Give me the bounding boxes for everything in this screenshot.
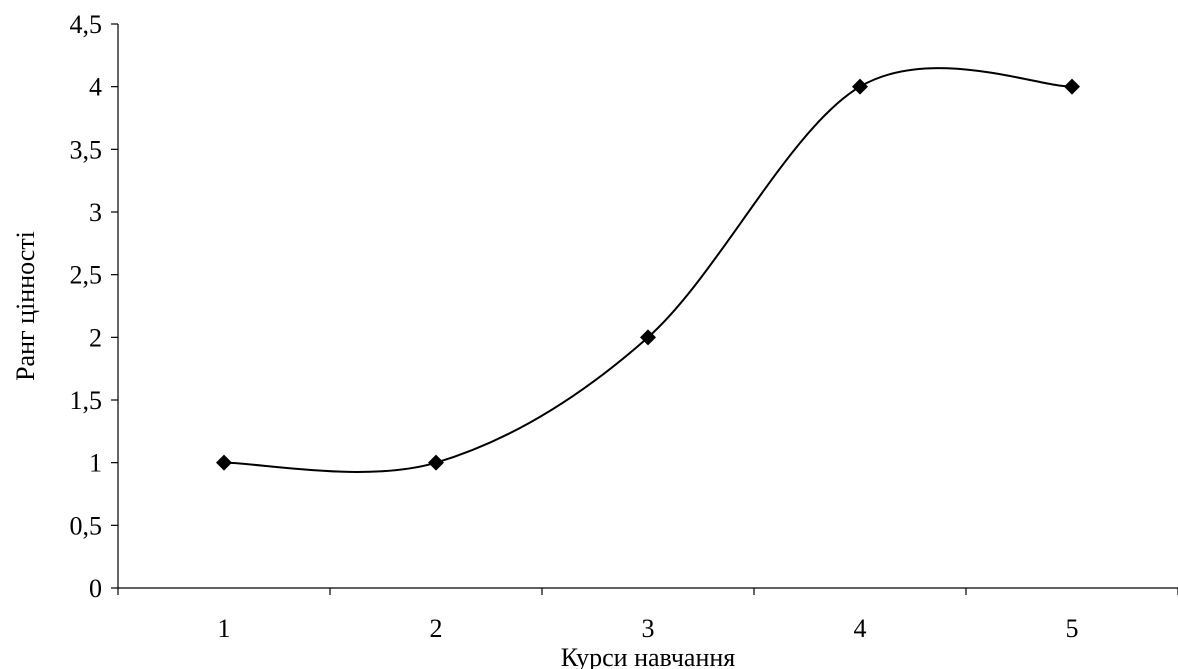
y-axis-label: Ранг цінності [11,231,40,381]
data-point-marker [640,329,656,346]
y-tick-label: 0,5 [70,511,103,540]
x-axis-ticks: 1 2 3 4 5 [117,588,1178,643]
y-axis-ticks: 0 0,5 1 1,5 2 2,5 3 3,5 4 4,5 [70,10,118,603]
data-point-marker [1064,78,1080,95]
data-point-marker [216,454,232,471]
x-axis-label: Курси навчання [561,643,736,669]
x-tick-label: 4 [854,614,867,643]
series-line [223,67,1073,473]
y-tick-label: 2,5 [70,261,103,290]
y-tick-label: 2 [89,323,102,352]
y-tick-label: 3 [89,198,102,227]
y-tick-label: 3,5 [70,135,103,164]
data-markers [216,78,1080,471]
x-tick-label: 5 [1066,614,1079,643]
x-tick-label: 1 [218,614,231,643]
y-tick-label: 1,5 [70,386,103,415]
data-point-marker [428,454,444,471]
y-tick-label: 1 [89,449,102,478]
y-tick-label: 4,5 [70,10,103,39]
y-tick-label: 4 [89,73,102,102]
x-tick-label: 2 [430,614,443,643]
data-point-marker [852,78,868,95]
x-tick-label: 3 [642,614,655,643]
y-tick-label: 0 [89,574,102,603]
